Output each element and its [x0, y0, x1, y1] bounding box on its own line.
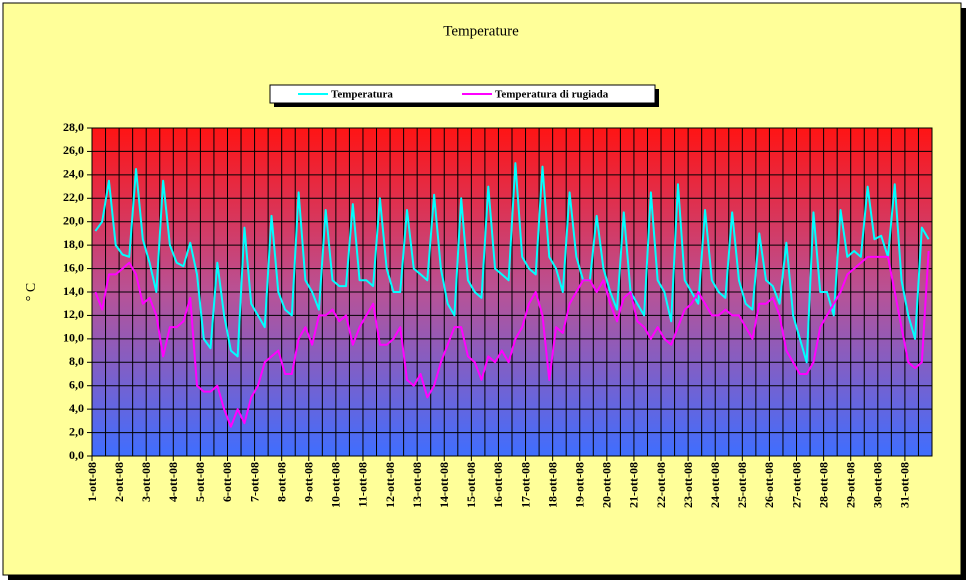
y-tick-label: 8,0: [69, 354, 84, 368]
x-tick-label: 12-ott-08: [383, 462, 397, 508]
x-tick-label: 27-ott-08: [789, 462, 803, 508]
x-tick-label: 15-ott-08: [464, 462, 478, 508]
legend-label: Temperatura: [331, 89, 393, 101]
x-tick-label: 5-ott-08: [193, 462, 207, 502]
x-tick-label: 9-ott-08: [302, 462, 316, 502]
y-tick-label: 16,0: [63, 260, 84, 274]
y-tick-label: 10,0: [63, 331, 84, 345]
x-tick-label: 6-ott-08: [220, 462, 234, 502]
y-tick-label: 28,0: [63, 120, 84, 134]
x-tick-label: 25-ott-08: [735, 462, 749, 508]
series-line: [94, 250, 930, 428]
x-tick-label: 7-ott-08: [247, 462, 261, 502]
x-tick-label: 28-ott-08: [816, 462, 830, 508]
y-tick-label: 22,0: [63, 190, 84, 204]
x-tick-label: 11-ott-08: [356, 462, 370, 507]
x-tick-label: 3-ott-08: [139, 462, 153, 502]
y-tick-label: 26,0: [63, 143, 84, 157]
x-tick-label: 13-ott-08: [410, 462, 424, 508]
x-tick-label: 26-ott-08: [762, 462, 776, 508]
x-tick-label: 21-ott-08: [627, 462, 641, 508]
x-tick-label: 24-ott-08: [708, 462, 722, 508]
x-tick-label: 19-ott-08: [572, 462, 586, 508]
y-tick-label: 0,0: [69, 448, 84, 462]
y-tick-label: 14,0: [63, 284, 84, 298]
plot-border: [91, 127, 933, 457]
x-tick-label: 31-ott-08: [898, 462, 912, 508]
x-tick-label: 8-ott-08: [274, 462, 288, 502]
x-tick-label: 1-ott-08: [85, 462, 99, 502]
y-tick-label: 12,0: [63, 307, 84, 321]
x-tick-label: 10-ott-08: [329, 462, 343, 508]
series-line: [94, 162, 930, 364]
y-axis-label: ° C: [24, 283, 39, 301]
legend-label: Temperatura di rugiada: [495, 89, 609, 101]
x-tick-label: 4-ott-08: [166, 462, 180, 502]
y-tick-label: 4,0: [69, 401, 84, 415]
y-tick-label: 18,0: [63, 237, 84, 251]
y-tick-label: 6,0: [69, 377, 84, 391]
x-tick-label: 18-ott-08: [545, 462, 559, 508]
x-tick-label: 30-ott-08: [871, 462, 885, 508]
x-tick-label: 22-ott-08: [654, 462, 668, 508]
chart-title: Temperature: [443, 23, 519, 39]
x-tick-label: 29-ott-08: [843, 462, 857, 508]
x-tick-label: 17-ott-08: [518, 462, 532, 508]
x-tick-label: 16-ott-08: [491, 462, 505, 508]
y-tick-label: 20,0: [63, 213, 84, 227]
x-tick-label: 2-ott-08: [112, 462, 126, 502]
x-tick-label: 23-ott-08: [681, 462, 695, 508]
x-tick-label: 20-ott-08: [600, 462, 614, 508]
y-tick-label: 2,0: [69, 424, 84, 438]
y-tick-label: 24,0: [63, 167, 84, 181]
x-tick-label: 14-ott-08: [437, 462, 451, 508]
